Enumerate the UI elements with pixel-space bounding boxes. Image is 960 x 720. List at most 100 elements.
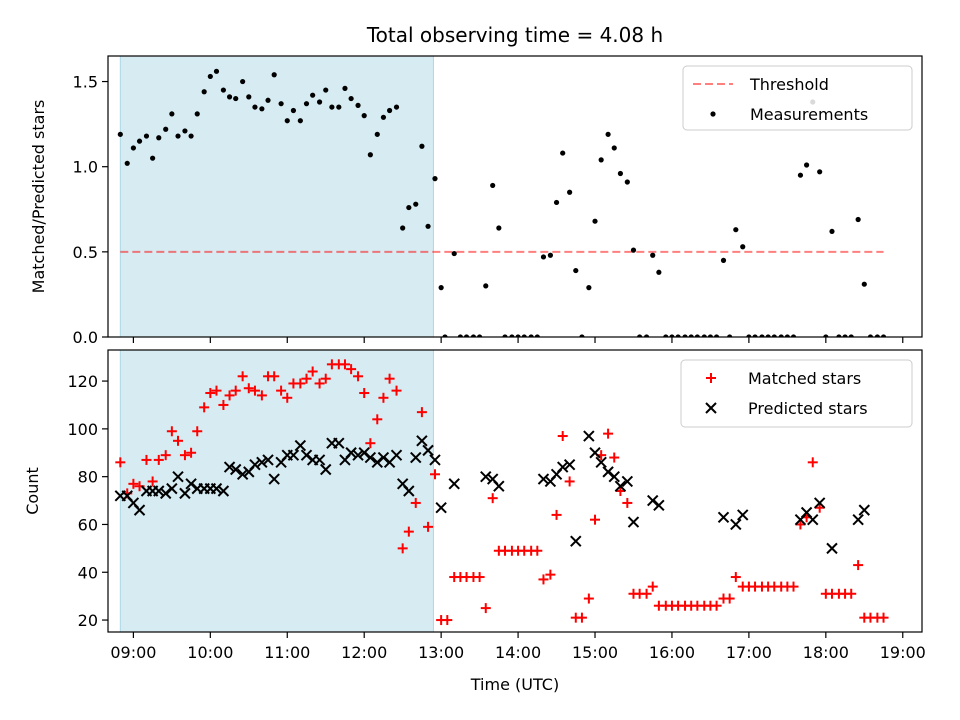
data-point — [730, 572, 741, 583]
x-tick-label: 12:00 — [341, 643, 387, 662]
data-point — [355, 102, 361, 108]
data-point — [752, 334, 758, 337]
data-point — [192, 426, 203, 437]
data-point — [169, 111, 175, 117]
data-point — [647, 581, 658, 592]
legend-box — [682, 65, 913, 131]
y-tick-label: 1.5 — [73, 73, 98, 92]
data-point — [650, 252, 656, 258]
data-point — [432, 176, 438, 182]
data-point — [136, 138, 143, 144]
data-point — [237, 371, 248, 382]
data-point — [778, 334, 784, 337]
data-point — [278, 101, 284, 107]
data-point — [537, 473, 550, 485]
data-point — [425, 223, 431, 229]
x-tick-label: 14:00 — [495, 643, 541, 662]
data-point — [570, 535, 582, 547]
observing-interval-shade — [119, 55, 434, 338]
data-point — [480, 603, 491, 614]
data-point — [624, 179, 630, 185]
data-point — [406, 204, 412, 211]
y-tick-label: 40 — [78, 563, 98, 582]
data-point — [224, 390, 235, 401]
data-point — [867, 334, 874, 337]
data-point — [226, 94, 233, 100]
data-point — [218, 399, 229, 410]
data-point — [797, 172, 804, 178]
data-point — [271, 72, 277, 78]
data-point — [188, 133, 194, 139]
data-point — [720, 257, 727, 263]
data-point — [493, 480, 505, 492]
data-point — [329, 104, 335, 110]
data-point — [795, 519, 806, 530]
data-point — [790, 334, 797, 337]
data-point — [858, 504, 871, 516]
x-tick-label: 16:00 — [649, 643, 695, 662]
data-point — [589, 447, 601, 459]
y-tick-label: 120 — [67, 372, 98, 391]
data-point — [333, 437, 345, 449]
data-point — [294, 439, 307, 452]
y-axis-label: Count — [23, 467, 42, 515]
data-point — [713, 334, 720, 337]
data-point — [534, 334, 540, 337]
data-point — [788, 581, 799, 592]
data-point — [737, 509, 749, 521]
data-point — [130, 145, 136, 151]
data-point — [143, 133, 150, 139]
data-point — [397, 543, 408, 554]
data-point — [353, 371, 364, 382]
data-point — [386, 107, 393, 114]
data-point — [284, 118, 290, 124]
data-point — [717, 511, 730, 523]
data-point — [814, 502, 825, 513]
data-point — [669, 334, 675, 337]
data-point — [179, 450, 190, 461]
data-point — [576, 612, 587, 623]
series-predicted-stars — [114, 430, 871, 555]
data-point — [339, 359, 350, 370]
data-point — [621, 475, 634, 488]
data-point — [179, 487, 191, 500]
data-point — [435, 502, 447, 514]
data-point — [846, 588, 857, 599]
data-point — [316, 99, 323, 105]
data-point — [295, 378, 306, 389]
y-tick-label: 0.0 — [73, 328, 98, 347]
data-point — [230, 385, 241, 396]
data-point — [451, 250, 457, 257]
data-point — [502, 334, 508, 337]
data-point — [807, 457, 818, 468]
data-point — [205, 388, 216, 399]
data-point — [390, 449, 403, 461]
data-point — [410, 451, 422, 464]
data-point — [483, 283, 489, 289]
data-point — [313, 454, 326, 466]
data-point — [627, 516, 640, 528]
data-point — [592, 218, 598, 224]
data-point — [688, 334, 694, 337]
legend-predicted-swatch — [705, 402, 717, 414]
data-point — [301, 373, 312, 384]
data-point — [201, 89, 207, 95]
x-tick-label: 11:00 — [264, 643, 310, 662]
data-point — [217, 485, 230, 497]
data-point — [133, 504, 146, 516]
data-point — [323, 87, 329, 93]
data-point — [287, 449, 300, 461]
data-point — [487, 493, 498, 504]
data-point — [199, 402, 210, 413]
data-point — [880, 334, 887, 337]
data-point — [290, 107, 297, 114]
data-point — [320, 373, 331, 384]
data-point — [374, 131, 380, 137]
data-point — [403, 485, 415, 497]
data-point — [829, 228, 835, 235]
data-point — [276, 385, 287, 396]
data-point — [182, 128, 188, 134]
data-point — [252, 104, 258, 110]
plot-area — [114, 359, 889, 626]
